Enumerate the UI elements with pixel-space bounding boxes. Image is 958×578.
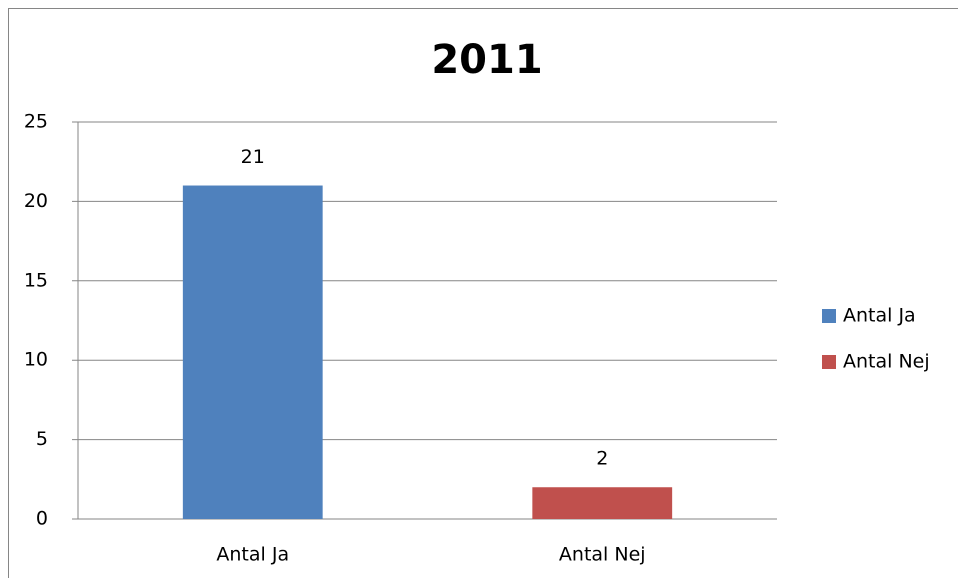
y-tick-label: 15: [24, 269, 48, 291]
legend-swatch: [822, 309, 836, 323]
legend-swatch: [822, 355, 836, 369]
legend-label: Antal Ja: [843, 305, 916, 327]
y-tick-label: 25: [24, 111, 48, 133]
chart-frame: [8, 8, 958, 578]
y-tick-label: 20: [24, 190, 48, 212]
y-tick-label: 0: [36, 508, 48, 530]
y-tick-label: 10: [24, 349, 48, 371]
x-tick-label: Antal Nej: [559, 544, 646, 566]
x-tick-label: Antal Ja: [216, 544, 289, 566]
bar: [182, 185, 323, 519]
value-label: 2: [596, 448, 608, 470]
value-label: 21: [241, 146, 265, 168]
y-tick-label: 5: [36, 428, 48, 450]
bar: [532, 487, 673, 519]
legend-label: Antal Nej: [843, 351, 930, 373]
chart-title: 2011: [431, 37, 542, 83]
